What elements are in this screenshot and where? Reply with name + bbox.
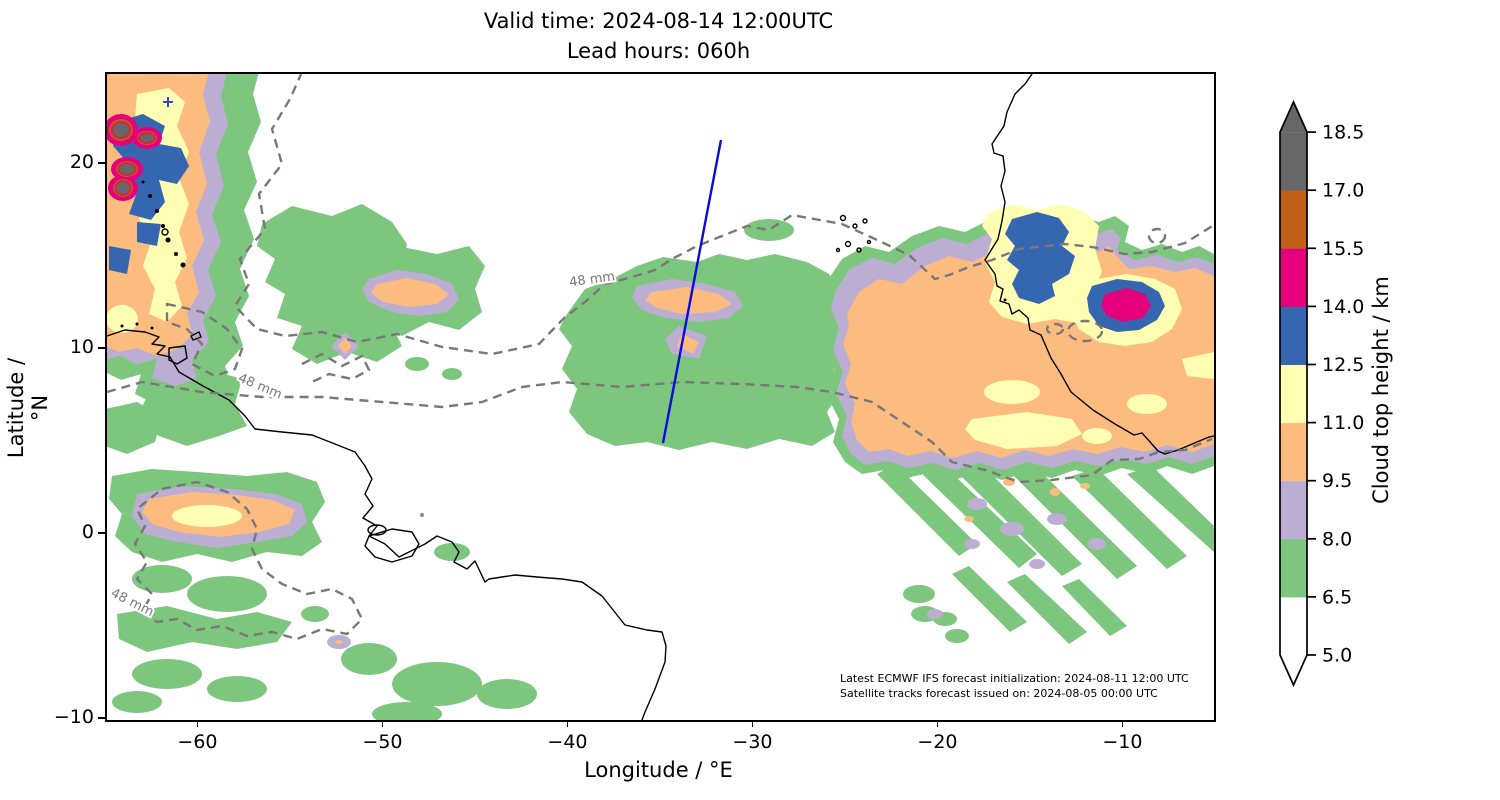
precip-contour-48mm <box>107 74 1214 641</box>
colorbar-tick-label: 15.5 <box>1322 238 1364 260</box>
coastline-trinidad <box>168 345 188 365</box>
colorbar-tick-label: 6.5 <box>1322 586 1352 608</box>
x-tick-label: −10 <box>1102 731 1143 753</box>
colorbar-segment <box>1280 596 1307 656</box>
colorbar-segment <box>1280 422 1307 482</box>
colorbar-segment <box>1280 538 1307 598</box>
y-tick-label: 20 <box>69 151 94 174</box>
figure-title: Valid time: 2024-08-14 12:00UTC Lead hou… <box>105 6 1212 66</box>
colorbar: 5.0 6.5 8.0 9.5 11.0 12.5 14.0 15.5 17.0 18.5 Clo… <box>1270 90 1500 715</box>
x-tick-mark <box>196 720 199 727</box>
x-tick-label: −30 <box>732 731 773 753</box>
cloud-layer-gray-cores <box>111 121 156 196</box>
coastline-africa <box>984 74 1214 455</box>
coastlines <box>107 74 1214 720</box>
y-tick-label: 0 <box>81 521 94 543</box>
forecast-annotation: Latest ECMWF IFS forecast initialization… <box>840 672 1189 701</box>
x-tick-mark <box>381 720 384 727</box>
x-tick-label: −50 <box>362 731 403 753</box>
x-tick-mark <box>936 720 939 727</box>
colorbar-label: Cloud top height / km <box>1369 276 1393 504</box>
antilles-island <box>161 228 169 236</box>
x-axis-label: Longitude / °E <box>584 758 733 782</box>
cape-verde-island <box>866 239 872 245</box>
colorbar-ticks: 5.0 6.5 8.0 9.5 11.0 12.5 14.0 15.5 17.0 18.5 <box>1307 122 1364 667</box>
coastline-delta-island <box>367 524 387 536</box>
x-tick-label: −60 <box>177 731 218 753</box>
colorbar-tick-label: 17.0 <box>1322 180 1364 202</box>
map-plot-area: 48 mm 48 mm 48 mm Latest ECMWF IFS forec… <box>105 72 1216 722</box>
colorbar-tick-label: 5.0 <box>1322 645 1352 667</box>
satellite-track-line <box>661 139 723 444</box>
y-axis-label: Latitude / °N <box>4 357 52 459</box>
colorbar-tick-label: 9.5 <box>1322 470 1352 492</box>
annotation-init-line: Latest ECMWF IFS forecast initialization… <box>840 672 1189 685</box>
colorbar-segment <box>1280 132 1307 191</box>
title-lead-hours: Lead hours: 060h <box>566 39 751 63</box>
colorbar-segment <box>1280 480 1307 540</box>
x-tick-label: −20 <box>917 731 958 753</box>
x-tick-mark <box>566 720 569 727</box>
colorbar-segment <box>1280 190 1307 249</box>
coastline-south-america <box>107 329 667 720</box>
annotation-issued-line: Satellite tracks forecast issued on: 202… <box>840 686 1158 700</box>
colorbar-tick-label: 14.0 <box>1322 296 1364 318</box>
map-canvas: 48 mm 48 mm 48 mm <box>107 74 1214 720</box>
colorbar-segments <box>1279 99 1308 688</box>
y-tick-mark <box>98 162 105 164</box>
x-tick-label: −40 <box>547 731 588 753</box>
coastline-marajo-island <box>364 528 420 563</box>
cape-verde-island <box>862 218 868 224</box>
colorbar-under-arrow <box>1280 655 1307 685</box>
colorbar-tick-label: 11.0 <box>1322 412 1364 434</box>
plus-marker <box>163 97 173 107</box>
y-tick-label: 10 <box>69 336 94 358</box>
y-tick-label: −10 <box>53 706 94 728</box>
cape-verde-island <box>852 223 858 229</box>
cape-verde-island <box>844 240 852 248</box>
colorbar-over-arrow <box>1280 102 1307 133</box>
x-tick-mark <box>1121 720 1124 727</box>
colorbar-segment <box>1280 248 1307 307</box>
cape-verde-island <box>856 247 862 253</box>
y-tick-mark <box>98 532 105 534</box>
title-valid-time: Valid time: 2024-08-14 12:00UTC <box>483 9 834 33</box>
colorbar-tick-label: 8.0 <box>1322 528 1352 550</box>
colorbar-segment <box>1280 306 1307 365</box>
antilles-island-dots <box>120 180 1007 517</box>
coastline-tobago <box>190 331 202 341</box>
colorbar-tick-label: 12.5 <box>1322 354 1364 376</box>
colorbar-segment <box>1280 364 1307 424</box>
colorbar-canvas: 5.0 6.5 8.0 9.5 11.0 12.5 14.0 15.5 17.0 18.5 Clo… <box>1279 99 1393 688</box>
colorbar-tick-label: 18.5 <box>1322 122 1364 144</box>
cape-verde-island <box>839 214 847 222</box>
x-tick-mark <box>751 720 754 727</box>
cape-verde-island <box>835 247 841 253</box>
y-tick-mark <box>98 347 105 349</box>
y-tick-mark <box>98 717 105 719</box>
